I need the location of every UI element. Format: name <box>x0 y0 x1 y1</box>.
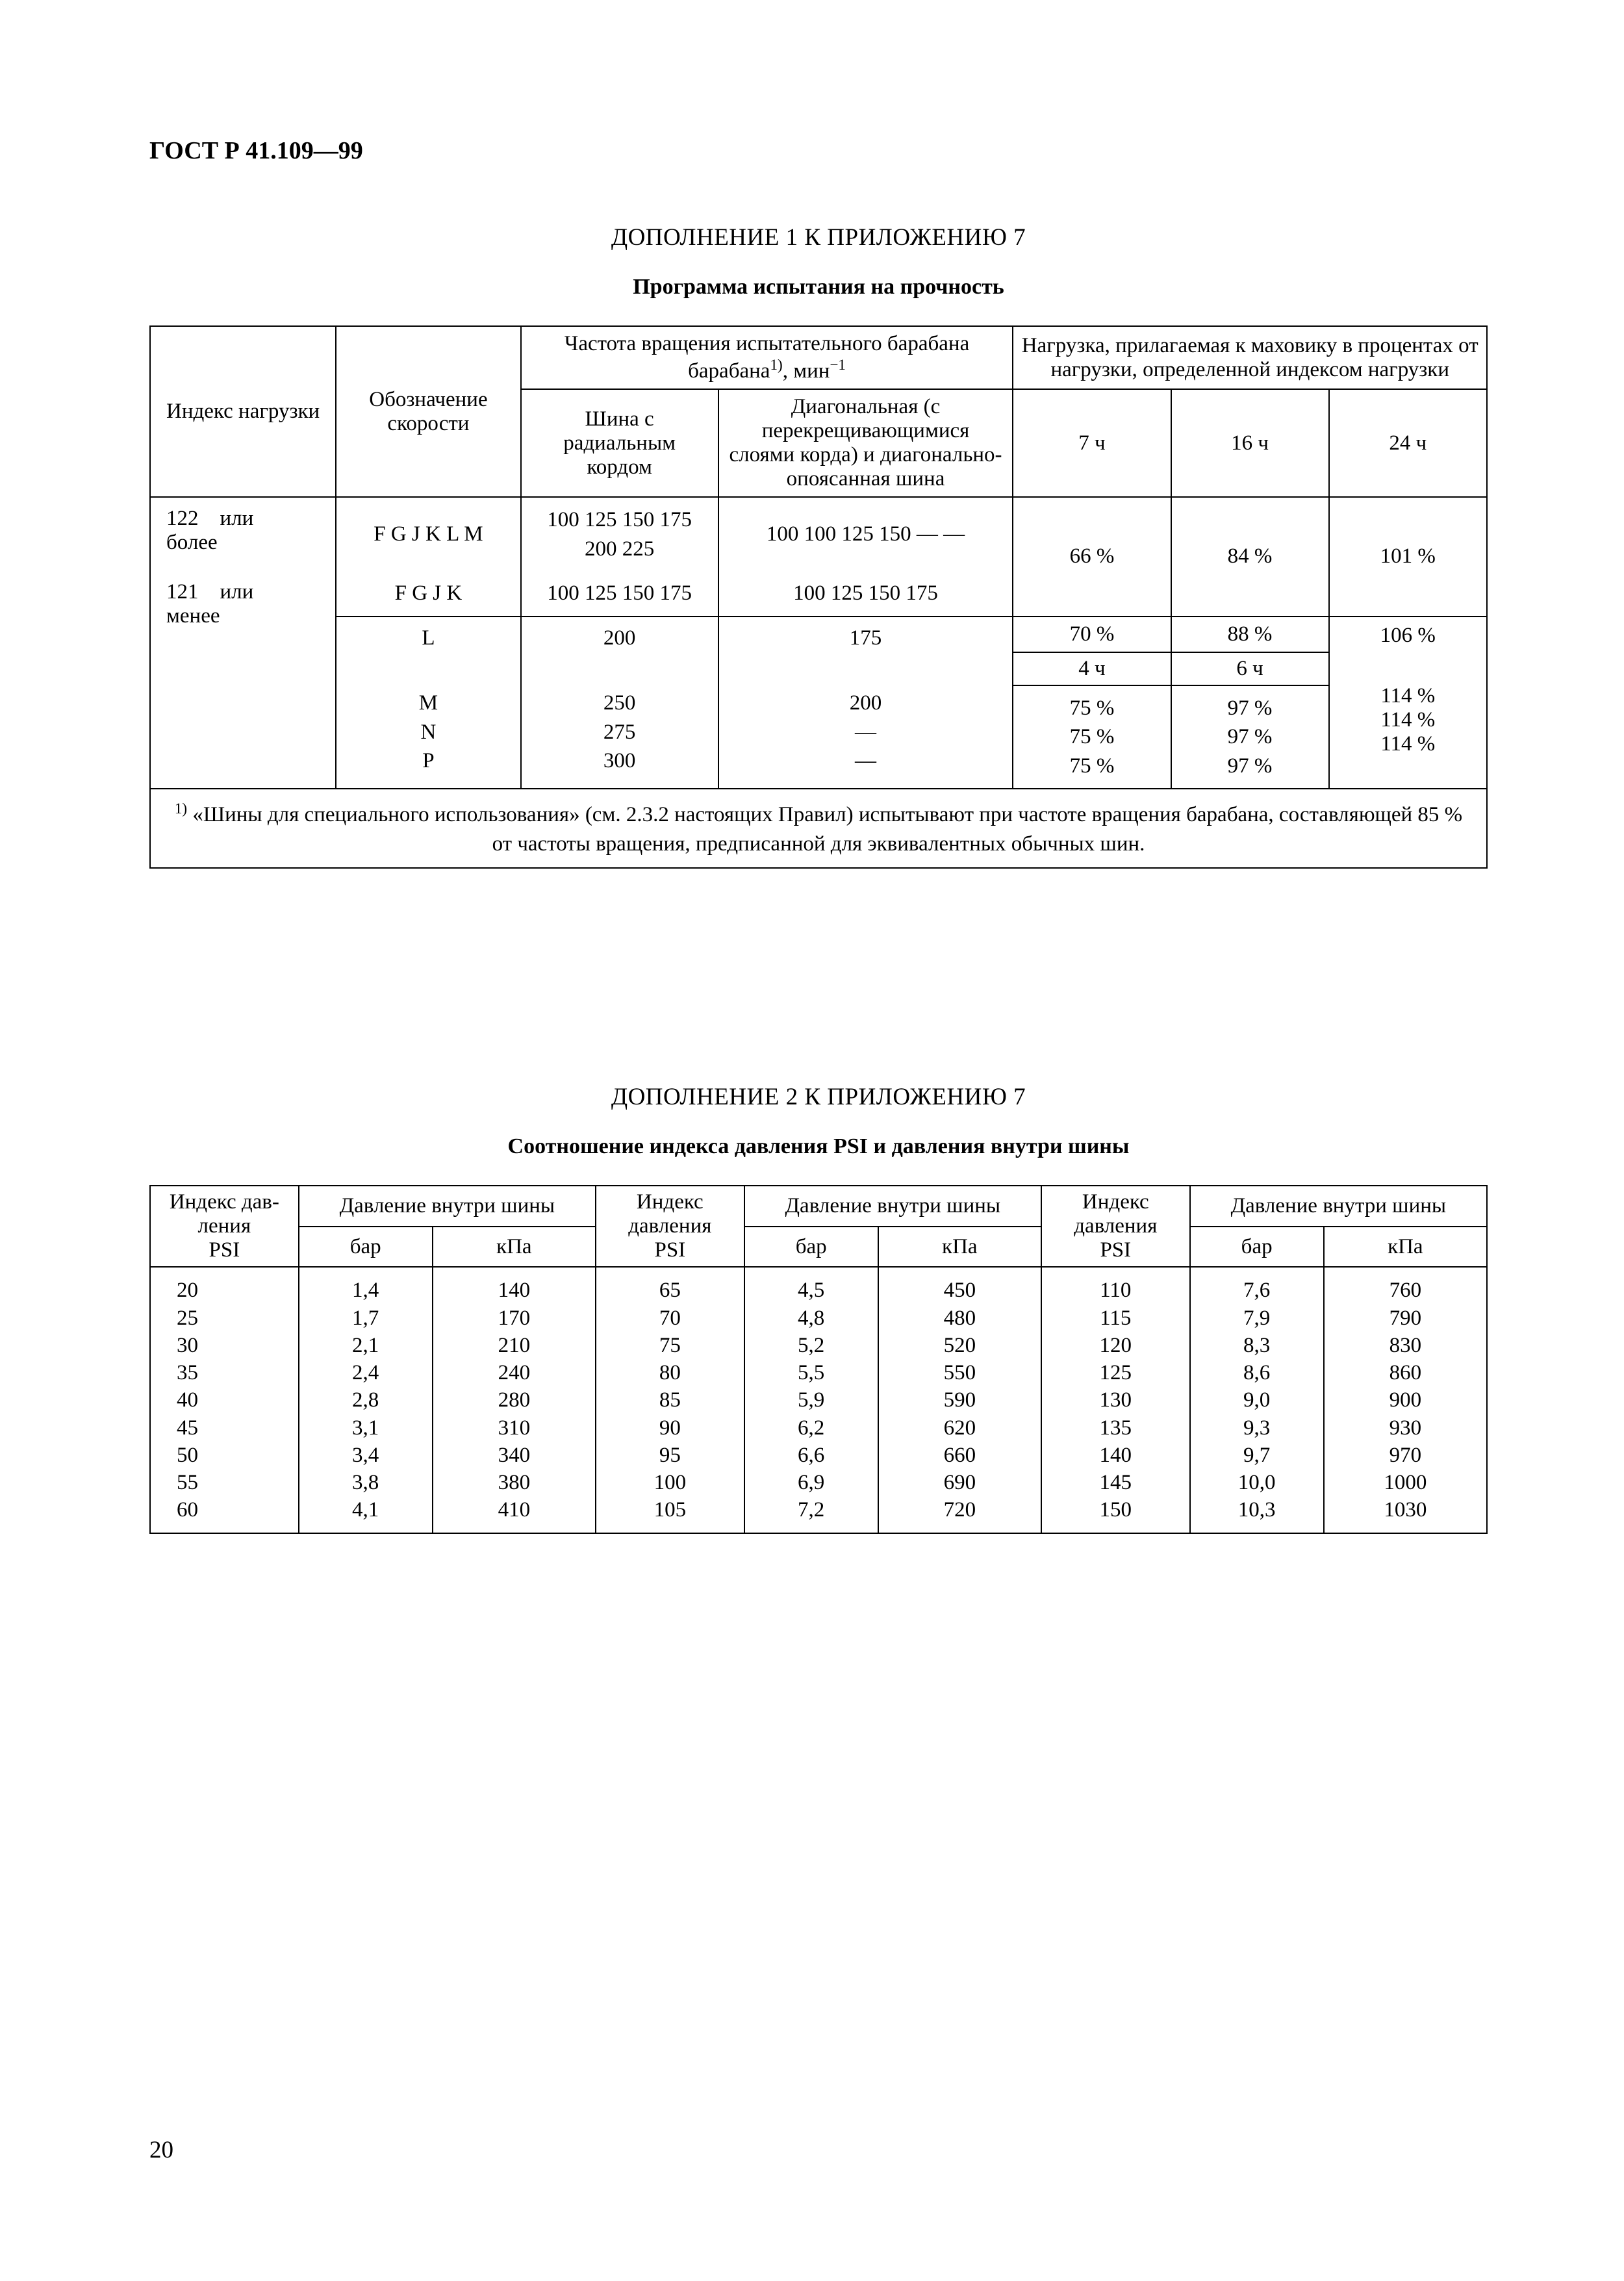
spd-L: L <box>422 626 435 650</box>
load-88: 88 % <box>1171 617 1329 652</box>
diag-L: 175 <box>850 626 882 650</box>
th2-kpa3: кПа <box>1324 1227 1487 1268</box>
th-load-group: Нагрузка, прилагаемая к маховику в проце… <box>1013 326 1487 389</box>
footnote-text: «Шины для специального использования» (с… <box>187 803 1462 856</box>
doc-code: ГОСТ Р 41.109—99 <box>149 136 1488 165</box>
c3-psi: 110 115 120 125 130 135 140 145 150 <box>1041 1267 1190 1533</box>
speeds-121: F G J K <box>336 571 520 617</box>
c2-bar: 4,5 4,8 5,2 5,5 5,9 6,2 6,6 6,9 7,2 <box>744 1267 878 1533</box>
load-70: 70 % <box>1013 617 1171 652</box>
th-4h: 4 ч <box>1013 652 1171 685</box>
row-L: L M N P 200 250 275 300 175 200 — — 70 %… <box>150 617 1487 652</box>
th-freq-text: Частота вращения испытательного барабана <box>565 332 969 355</box>
c1-kpa: 140 170 210 240 280 310 340 380 410 <box>433 1267 596 1533</box>
th2-pressure2: Давление внутри шины <box>744 1186 1041 1227</box>
rad-MNP: 250 275 300 <box>603 691 636 772</box>
table-header-row: Индекс нагрузки Обозначение скорости Час… <box>150 326 1487 389</box>
section1-title: ДОПОЛНЕНИЕ 1 К ПРИЛОЖЕНИЮ 7 <box>149 223 1488 251</box>
th-6h: 6 ч <box>1171 652 1329 685</box>
footnote-sup: 1) <box>175 800 187 817</box>
section-gap <box>149 869 1488 1083</box>
th-freq-unit: , мин <box>783 359 830 383</box>
th-16h: 16 ч <box>1171 389 1329 497</box>
th2-bar2: бар <box>744 1227 878 1268</box>
footnote-row: 1) «Шины для специального использования»… <box>150 789 1487 868</box>
idx-121-b: менее <box>166 604 220 628</box>
diag-MNP: 200 — — <box>850 691 882 772</box>
th2-bar3: бар <box>1190 1227 1324 1268</box>
th2-psi1: Индекс дав- ления PSI <box>150 1186 299 1267</box>
rad-L: 200 <box>603 626 636 650</box>
section2-title: ДОПОЛНЕНИЕ 2 К ПРИЛОЖЕНИЮ 7 <box>149 1083 1488 1111</box>
th-freq-group: Частота вращения испытательного барабана… <box>521 326 1013 389</box>
c1-psi: 20 25 30 35 40 45 50 55 60 <box>150 1267 299 1533</box>
th2-bar1: бар <box>299 1227 433 1268</box>
rad-121: 100 125 150 175 <box>521 571 718 617</box>
load-101: 101 % <box>1329 497 1487 617</box>
spd-MNP: M N P <box>419 691 438 772</box>
th-speed-symbol: Обозначение скорости <box>336 326 520 497</box>
th-freq-sup: 1) <box>770 356 782 373</box>
t2-header-row1: Индекс дав- ления PSI Давление внутри ши… <box>150 1186 1487 1227</box>
row-122-or-more: 122 или более F G J K L M 100 125 150 17… <box>150 497 1487 571</box>
diag-121: 100 125 150 175 <box>718 571 1013 617</box>
section2-subtitle: Соотношение индекса давления PSI и давле… <box>149 1134 1488 1159</box>
load-66: 66 % <box>1013 497 1171 617</box>
section1-subtitle: Программа испытания на прочность <box>149 275 1488 299</box>
th2-psi2: Индекс давления PSI <box>596 1186 744 1267</box>
th2-pressure3: Давление внутри шины <box>1190 1186 1487 1227</box>
c2-psi: 65 70 75 80 85 90 95 100 105 <box>596 1267 744 1533</box>
table-strength-program: Индекс нагрузки Обозначение скорости Час… <box>149 325 1488 869</box>
load-114: 114 % 114 % 114 % <box>1380 684 1435 756</box>
table-psi-pressure: Индекс дав- ления PSI Давление внутри ши… <box>149 1185 1488 1534</box>
th-freq-exp: −1 <box>830 356 846 373</box>
c1-bar: 1,4 1,7 2,1 2,4 2,8 3,1 3,4 3,8 4,1 <box>299 1267 433 1533</box>
th-24h: 24 ч <box>1329 389 1487 497</box>
load-106: 106 % <box>1380 624 1436 647</box>
diag-122: 100 100 125 150 — — <box>718 497 1013 571</box>
c3-bar: 7,6 7,9 8,3 8,6 9,0 9,3 9,7 10,0 10,3 <box>1190 1267 1324 1533</box>
c2-kpa: 450 480 520 550 590 620 660 690 720 <box>878 1267 1041 1533</box>
idx-121-a: 121 или <box>166 580 253 604</box>
load-84: 84 % <box>1171 497 1329 617</box>
load-97: 97 % 97 % 97 % <box>1171 685 1329 789</box>
idx-122-b: более <box>166 531 218 554</box>
c3-kpa: 760 790 830 860 900 930 970 1000 1030 <box>1324 1267 1487 1533</box>
th-7h: 7 ч <box>1013 389 1171 497</box>
speeds-122: F G J K L M <box>336 497 520 571</box>
page: ГОСТ Р 41.109—99 ДОПОЛНЕНИЕ 1 К ПРИЛОЖЕН… <box>0 0 1624 2281</box>
th2-kpa1: кПа <box>433 1227 596 1268</box>
th-freq-unit-pre: барабана <box>688 359 770 383</box>
idx-122-a: 122 или <box>166 507 253 530</box>
th-diagonal: Диагональная (с перекрещивающимися слоям… <box>718 389 1013 497</box>
th2-kpa2: кПа <box>878 1227 1041 1268</box>
rad-122: 100 125 150 175 200 225 <box>521 497 718 571</box>
t2-header-row2: бар кПа бар кПа бар кПа <box>150 1227 1487 1268</box>
load-75: 75 % 75 % 75 % <box>1013 685 1171 789</box>
t2-data-row: 20 25 30 35 40 45 50 55 60 1,4 1,7 2,1 2… <box>150 1267 1487 1533</box>
page-number: 20 <box>149 2136 173 2164</box>
th2-pressure1: Давление внутри шины <box>299 1186 596 1227</box>
th2-psi3: Индекс давления PSI <box>1041 1186 1190 1267</box>
th-load-index: Индекс нагрузки <box>150 326 336 497</box>
th-radial: Шина с радиальным кордом <box>521 389 718 497</box>
